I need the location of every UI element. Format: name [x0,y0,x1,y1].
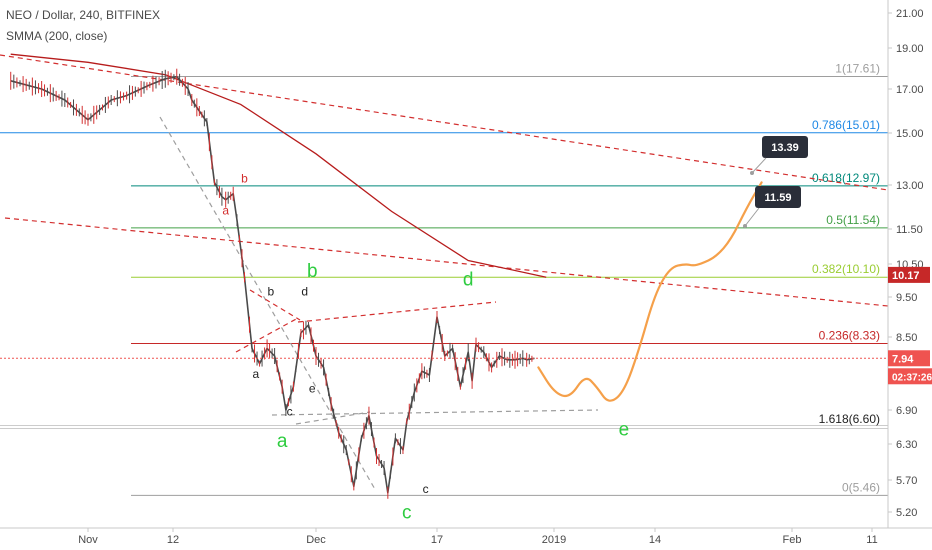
trend-line [4,217,889,307]
trend-line [249,289,301,321]
callout-leader [751,157,767,174]
trend-line [297,301,497,323]
price-tick-label: 8.50 [896,332,917,344]
price-badge [888,368,932,385]
fibonacci-levels: 1(17.61) 0.786(15.01) 0.618(12.97) 0.5(11.5… [0,61,888,496]
fib-level-label: 0.5(11.54) [826,213,880,227]
time-tick-label: 17 [431,534,443,546]
chart-symbol-title[interactable]: NEO / Dollar, 240, BITFINEX [6,8,161,22]
fib-level-label: 1.618(6.60) [819,412,880,426]
wave-label-b: b [267,284,274,298]
fib-level-label: 0.786(15.01) [812,118,880,132]
wave-label-c: c [287,405,293,419]
time-tick-label: Dec [306,534,326,546]
fib-level-label: 0(5.46) [842,480,880,494]
wave-label-c: c [402,502,412,523]
wave-label-e: e [619,420,630,441]
price-badge [888,350,930,367]
time-tick-label: 11 [866,534,877,546]
callout-box [755,186,801,208]
wave-label-c: c [423,482,429,496]
trend-line [271,409,599,416]
callout-dot [743,224,747,228]
price-axis[interactable]: 21.0019.0017.0015.0013.0011.5010.509.508… [887,0,924,528]
time-axis[interactable]: Nov 12 Dec 17 2019 14 Feb 11 [0,527,932,546]
price-tick-label: 6.30 [896,439,917,451]
wave-label-a: a [252,367,259,381]
price-tick-label: 15.00 [896,128,924,140]
wave-label-e: e [309,382,316,396]
projection-path [537,181,763,402]
time-tick-label: Nov [78,534,98,546]
price-badge-label: 02:37:26 [892,372,932,383]
price-badge-label: 10.17 [892,270,920,282]
price-line [10,75,535,494]
trend-lines [0,54,889,492]
fib-level-label: 0.618(12.97) [812,171,880,185]
wave-label-d: d [463,269,474,290]
price-badges: 10.17 7.94 02:37:26 [888,266,932,385]
price-tick-label: 5.70 [896,475,917,487]
callout-dot [750,171,754,175]
projection-line [537,181,763,402]
time-tick-label: Feb [783,534,802,546]
price-tick-label: 21.00 [896,8,924,20]
time-tick-label: 14 [649,534,661,546]
fib-level-label: 0.382(10.10) [812,262,880,276]
price-tick-label: 11.50 [896,224,923,236]
time-tick-label: 12 [167,534,179,546]
wave-label-b: b [307,261,318,282]
price-tick-label: 19.00 [896,43,924,55]
smma-line [10,53,547,278]
price-tick-label: 9.50 [896,292,917,304]
price-tick-label: 6.90 [896,405,917,417]
price-badge-label: 7.94 [892,353,914,365]
callout-box [762,136,808,158]
fib-level-label: 1(17.61) [835,61,880,75]
price-series [0,68,888,499]
wave-label-a: a [277,431,288,452]
callout-value: 13.39 [771,142,799,154]
callout-value: 11.59 [765,192,792,204]
smma-indicator [10,53,547,278]
time-tick-label: 2019 [542,534,566,546]
trend-line [295,411,371,425]
indicator-legend[interactable]: SMMA (200, close) [6,29,108,43]
price-tick-label: 5.20 [896,507,917,519]
price-tick-label: 13.00 [896,180,924,192]
wave-label-b: b [241,171,248,185]
callout-leader [744,207,760,227]
price-tick-label: 17.00 [896,84,924,96]
trend-line [0,54,889,191]
price-callouts: 13.39 11.59 [743,136,808,228]
wave-label-d: d [301,284,308,298]
fib-level-label: 0.236(8.33) [819,328,880,342]
price-badge [888,266,930,283]
wave-label-a: a [222,203,229,217]
trend-line [235,317,299,353]
